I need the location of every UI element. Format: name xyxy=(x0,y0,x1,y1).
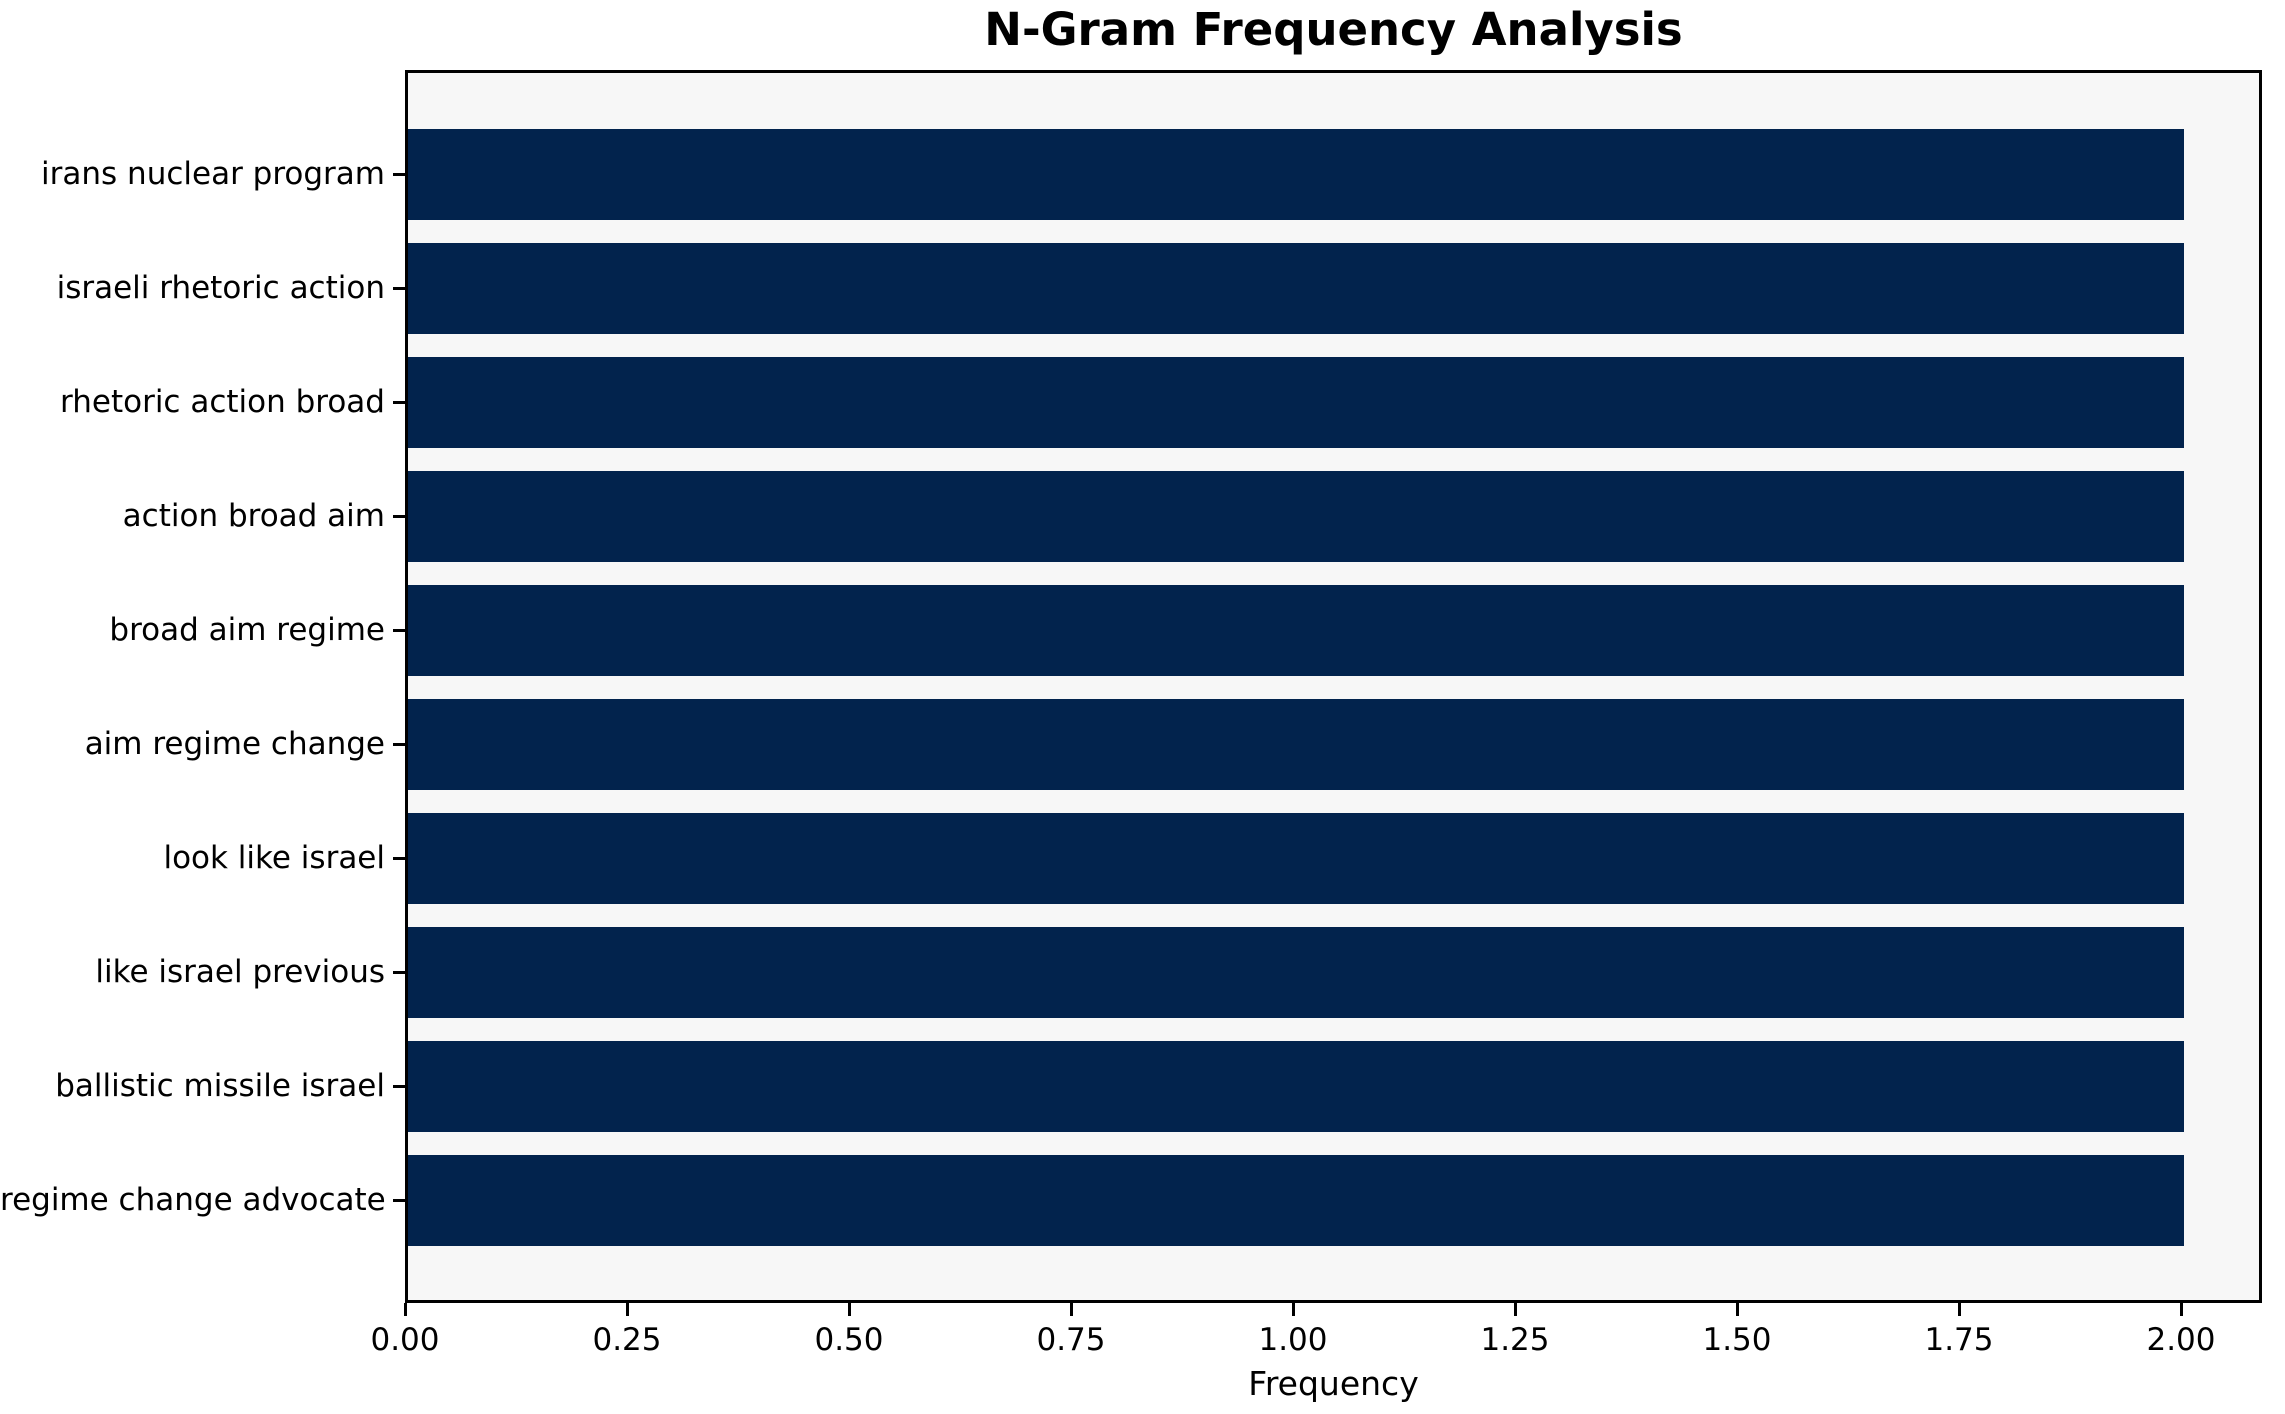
y-axis-label: aim regime change xyxy=(84,726,385,762)
y-tick-mark xyxy=(393,971,405,974)
bar xyxy=(408,584,2184,676)
y-tick-mark xyxy=(393,857,405,860)
y-tick-mark xyxy=(393,287,405,290)
bar xyxy=(408,128,2184,220)
y-axis-label: israeli rhetoric action xyxy=(56,270,385,306)
x-tick-mark xyxy=(2180,1303,2183,1316)
x-tick-mark xyxy=(1958,1303,1961,1316)
bar xyxy=(408,356,2184,448)
y-tick-mark xyxy=(393,743,405,746)
x-axis-tick-label: 0.50 xyxy=(814,1322,884,1358)
x-tick-mark xyxy=(1736,1303,1739,1316)
x-axis-tick-label: 2.00 xyxy=(2146,1322,2216,1358)
x-tick-mark xyxy=(404,1303,407,1316)
x-axis-tick-label: 0.75 xyxy=(1036,1322,1106,1358)
bar xyxy=(408,698,2184,790)
bar xyxy=(408,812,2184,904)
y-axis-label: ballistic missile israel xyxy=(55,1068,385,1104)
bar xyxy=(408,926,2184,1018)
y-tick-mark xyxy=(393,1085,405,1088)
x-axis-tick-label: 1.00 xyxy=(1258,1322,1328,1358)
x-axis-tick-label: 1.50 xyxy=(1702,1322,1772,1358)
chart-title: N-Gram Frequency Analysis xyxy=(984,3,1683,56)
y-axis-label: regime change advocate xyxy=(0,1182,386,1218)
x-tick-mark xyxy=(1292,1303,1295,1316)
plot-area xyxy=(405,70,2262,1303)
y-axis-label: look like israel xyxy=(163,840,385,876)
x-axis-tick-label: 0.25 xyxy=(592,1322,662,1358)
bar xyxy=(408,1154,2184,1246)
y-tick-mark xyxy=(393,173,405,176)
y-tick-mark xyxy=(393,1199,405,1202)
x-tick-mark xyxy=(1070,1303,1073,1316)
bar xyxy=(408,1040,2184,1132)
y-axis-label: like israel previous xyxy=(95,954,385,990)
bar xyxy=(408,242,2184,334)
y-tick-mark xyxy=(393,629,405,632)
x-tick-mark xyxy=(626,1303,629,1316)
x-tick-mark xyxy=(848,1303,851,1316)
y-axis-label: action broad aim xyxy=(122,498,385,534)
x-tick-mark xyxy=(1514,1303,1517,1316)
y-tick-mark xyxy=(393,401,405,404)
x-axis-tick-label: 1.75 xyxy=(1924,1322,1994,1358)
x-axis-label: Frequency xyxy=(1248,1364,1419,1403)
y-tick-mark xyxy=(393,515,405,518)
y-axis-label: irans nuclear program xyxy=(41,156,385,192)
x-axis-tick-label: 1.25 xyxy=(1480,1322,1550,1358)
bar xyxy=(408,470,2184,562)
y-axis-label: rhetoric action broad xyxy=(60,384,385,420)
y-axis-label: broad aim regime xyxy=(109,612,385,648)
x-axis-tick-label: 0.00 xyxy=(370,1322,440,1358)
